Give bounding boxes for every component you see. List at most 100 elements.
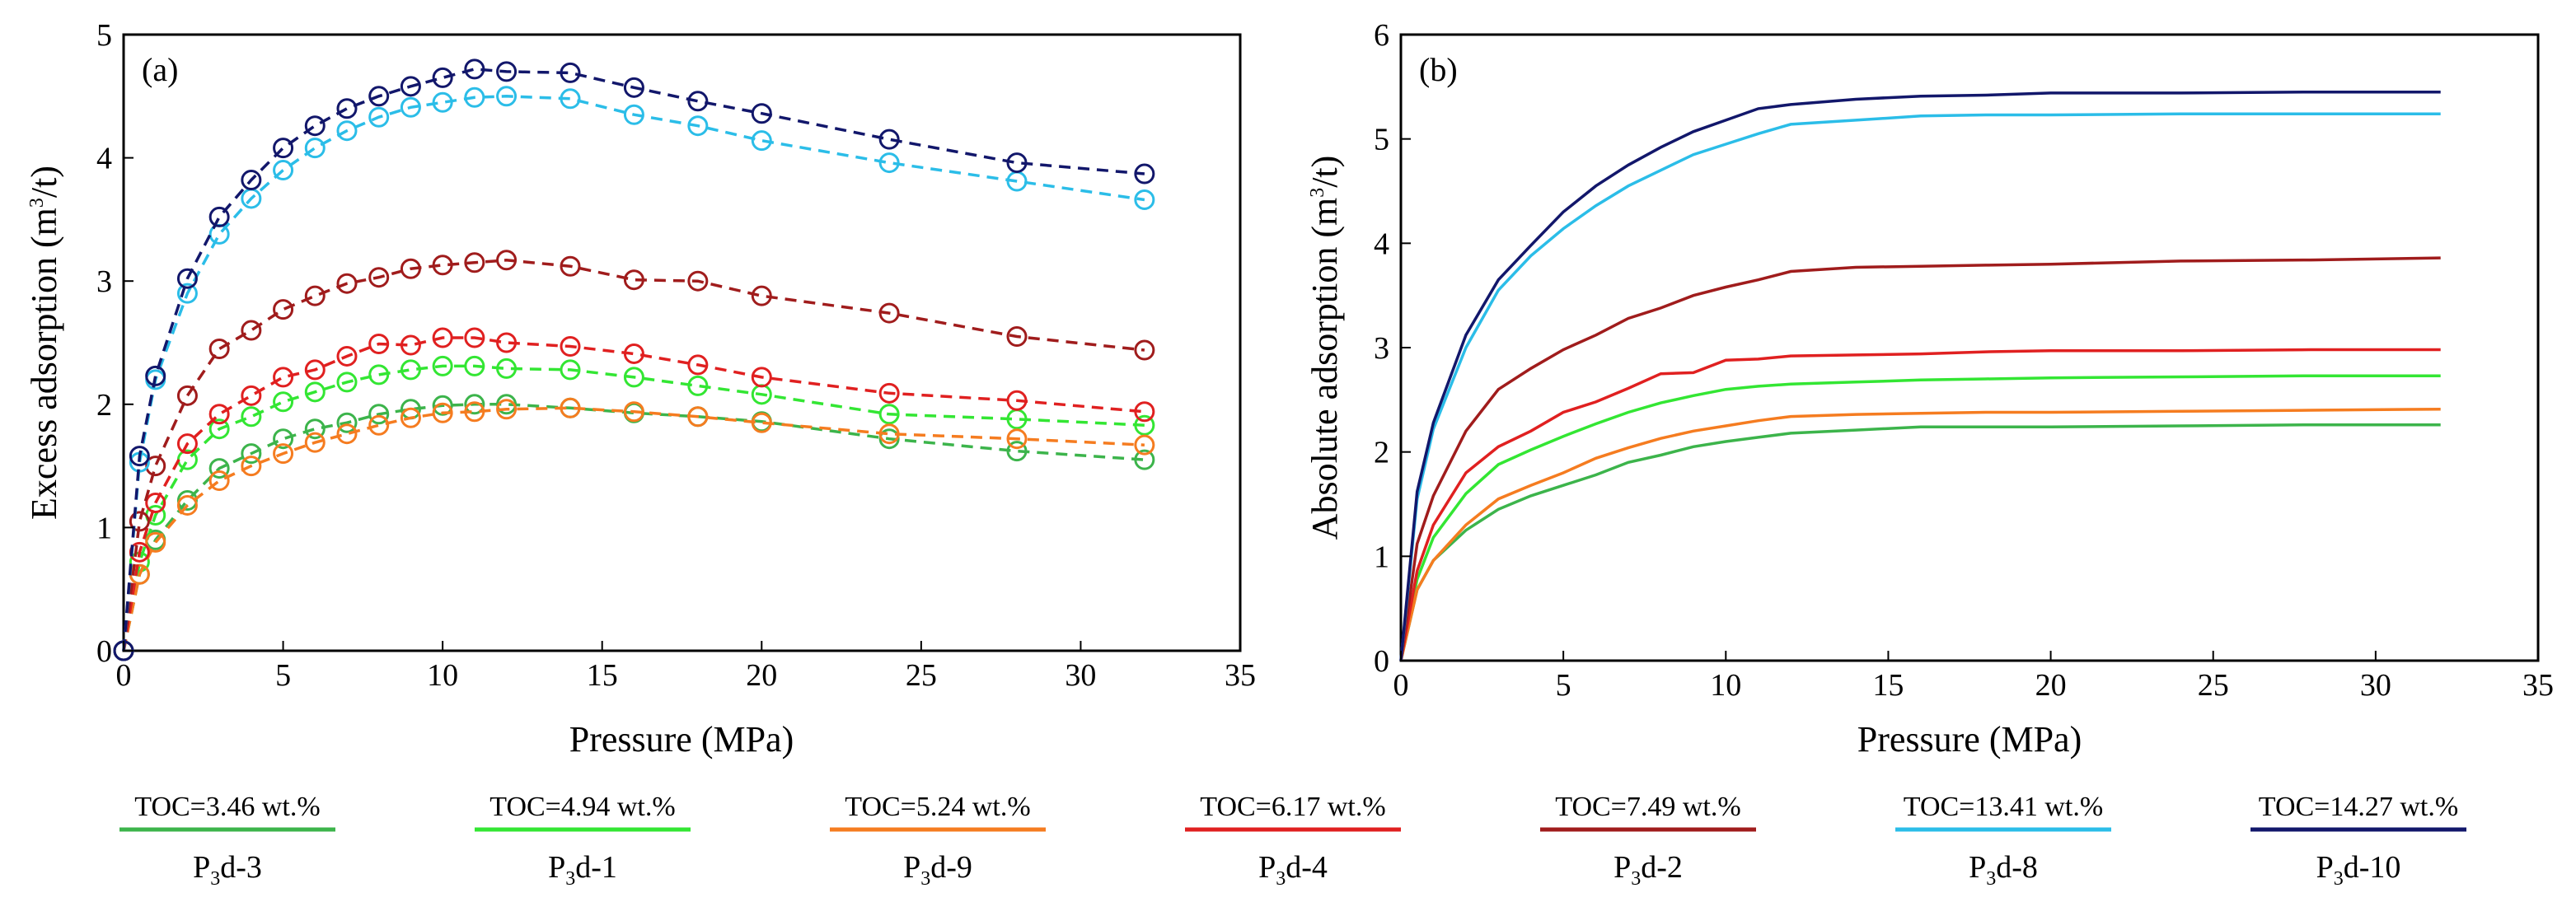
y-tick-label-a: 0 bbox=[96, 634, 112, 669]
x-tick-label-b: 25 bbox=[2198, 668, 2229, 703]
y-tick-label-a: 4 bbox=[96, 142, 112, 176]
data-point-P3d-9 bbox=[241, 456, 262, 477]
data-point-P3d-10 bbox=[304, 115, 326, 137]
data-point-P3d-10 bbox=[336, 98, 358, 119]
data-point-P3d-2 bbox=[208, 338, 230, 359]
series-line-P3d-3 bbox=[122, 403, 1145, 652]
y-axis-label-a: Excess adsorption (m3/t) bbox=[24, 166, 64, 520]
data-point-P3d-2 bbox=[273, 299, 294, 320]
data-point-P3d-4 bbox=[336, 345, 358, 367]
data-point-P3d-10 bbox=[432, 67, 453, 88]
data-point-P3d-4 bbox=[368, 333, 390, 354]
legend-sample-name: P3d-3 bbox=[193, 850, 262, 890]
y-tick-label-b: 4 bbox=[1374, 227, 1389, 261]
data-point-P3d-2 bbox=[336, 273, 358, 294]
data-point-P3d-3 bbox=[1134, 449, 1155, 470]
legend-item: TOC=7.49 wt.% P3d-2 bbox=[1540, 792, 1756, 890]
data-point-P3d-10 bbox=[176, 268, 198, 289]
data-point-P3d-1 bbox=[304, 381, 326, 403]
legend-toc-label: TOC=5.24 wt.% bbox=[845, 792, 1030, 822]
x-tick-label-b: 10 bbox=[1710, 668, 1741, 703]
x-tick-label-a: 20 bbox=[746, 658, 777, 693]
data-point-P3d-9 bbox=[687, 406, 709, 428]
data-point-P3d-9 bbox=[878, 423, 900, 445]
data-point-P3d-2 bbox=[623, 269, 644, 291]
x-tick-label-a: 5 bbox=[275, 658, 291, 693]
data-point-P3d-9 bbox=[208, 470, 230, 492]
legend-item: TOC=13.41 wt.% P3d-8 bbox=[1895, 792, 2111, 890]
data-point-P3d-2 bbox=[878, 302, 900, 324]
data-point-P3d-8 bbox=[560, 88, 581, 110]
data-point-P3d-4 bbox=[496, 332, 518, 353]
data-point-P3d-10 bbox=[1134, 163, 1155, 185]
legend-item: TOC=6.17 wt.% P3d-4 bbox=[1185, 792, 1401, 890]
data-point-P3d-1 bbox=[687, 375, 709, 396]
data-point-P3d-8 bbox=[336, 120, 358, 142]
x-tick-label-a: 10 bbox=[427, 658, 458, 693]
data-point-P3d-2 bbox=[129, 511, 150, 532]
data-point-P3d-1 bbox=[336, 372, 358, 393]
data-point-P3d-10 bbox=[878, 129, 900, 150]
data-point-P3d-2 bbox=[1006, 326, 1028, 348]
data-point-P3d-4 bbox=[560, 335, 581, 357]
y-tick-label-b: 5 bbox=[1374, 123, 1389, 157]
legend-sample-name: P3d-1 bbox=[548, 850, 617, 890]
data-point-P3d-8 bbox=[304, 138, 326, 159]
legend-item: TOC=14.27 wt.% P3d-10 bbox=[2250, 792, 2466, 890]
y-tick-label-a: 2 bbox=[96, 388, 112, 423]
x-tick-label-a: 35 bbox=[1225, 658, 1256, 693]
data-point-P3d-10 bbox=[560, 62, 581, 83]
data-point-P3d-4 bbox=[687, 354, 709, 376]
legend-toc-label: TOC=3.46 wt.% bbox=[134, 792, 320, 822]
data-point-P3d-8 bbox=[368, 106, 390, 128]
data-point-P3d-1 bbox=[368, 364, 390, 386]
data-point-P3d-9 bbox=[400, 407, 421, 428]
data-point-P3d-10 bbox=[368, 86, 390, 107]
data-point-P3d-2 bbox=[241, 320, 262, 341]
data-point-P3d-3 bbox=[208, 458, 230, 479]
data-point-P3d-10 bbox=[241, 170, 262, 191]
data-point-P3d-8 bbox=[496, 86, 518, 107]
data-point-P3d-4 bbox=[273, 367, 294, 388]
panel-b-absolute-adsorption: 0 5 10 15 20 25 30 35 0 1 2 3 4 5 6 (b) Pressure (MPa)… bbox=[1304, 18, 2554, 759]
data-point-P3d-1 bbox=[623, 367, 644, 388]
x-axis-label-a: Pressure (MPa) bbox=[569, 719, 794, 759]
data-point-P3d-3 bbox=[432, 395, 453, 416]
y-tick-label-b: 3 bbox=[1374, 331, 1389, 366]
data-point-P3d-8 bbox=[432, 91, 453, 113]
data-point-P3d-9 bbox=[304, 432, 326, 453]
x-tick-label-b: 5 bbox=[1556, 668, 1571, 703]
data-point-P3d-4 bbox=[1006, 390, 1028, 411]
data-point-P3d-10 bbox=[1006, 152, 1028, 174]
data-point-P3d-3 bbox=[273, 428, 294, 450]
data-point-P3d-4 bbox=[145, 492, 166, 513]
data-point-P3d-2 bbox=[1134, 339, 1155, 361]
x-tick-label-b: 15 bbox=[1872, 668, 1904, 703]
data-point-P3d-4 bbox=[432, 327, 453, 348]
legend-toc-label: TOC=13.41 wt.% bbox=[1904, 792, 2103, 822]
data-point-P3d-10 bbox=[208, 206, 230, 227]
data-point-P3d-9 bbox=[560, 397, 581, 418]
legend-item: TOC=5.24 wt.% P3d-9 bbox=[830, 792, 1046, 890]
data-point-P3d-10 bbox=[273, 138, 294, 159]
data-point-P3d-9 bbox=[368, 414, 390, 436]
series-line-P3d-10 bbox=[1399, 90, 2441, 661]
data-point-P3d-2 bbox=[751, 285, 772, 306]
data-point-P3d-8 bbox=[273, 160, 294, 181]
series-line-P3d-3 bbox=[1399, 423, 2441, 661]
data-point-P3d-8 bbox=[1134, 189, 1155, 210]
data-point-P3d-10 bbox=[623, 77, 644, 98]
data-point-P3d-1 bbox=[273, 391, 294, 413]
y-tick-label-a: 5 bbox=[96, 18, 112, 53]
data-point-P3d-10 bbox=[129, 446, 150, 467]
series-line-P3d-9 bbox=[122, 406, 1145, 652]
data-point-P3d-9 bbox=[273, 443, 294, 465]
x-tick-label-b: 20 bbox=[2035, 668, 2067, 703]
legend-sample-name: P3d-10 bbox=[2316, 850, 2401, 890]
data-point-P3d-3 bbox=[336, 412, 358, 433]
data-point-P3d-8 bbox=[878, 152, 900, 174]
legend-toc-label: TOC=6.17 wt.% bbox=[1200, 792, 1385, 822]
data-point-P3d-1 bbox=[400, 359, 421, 381]
